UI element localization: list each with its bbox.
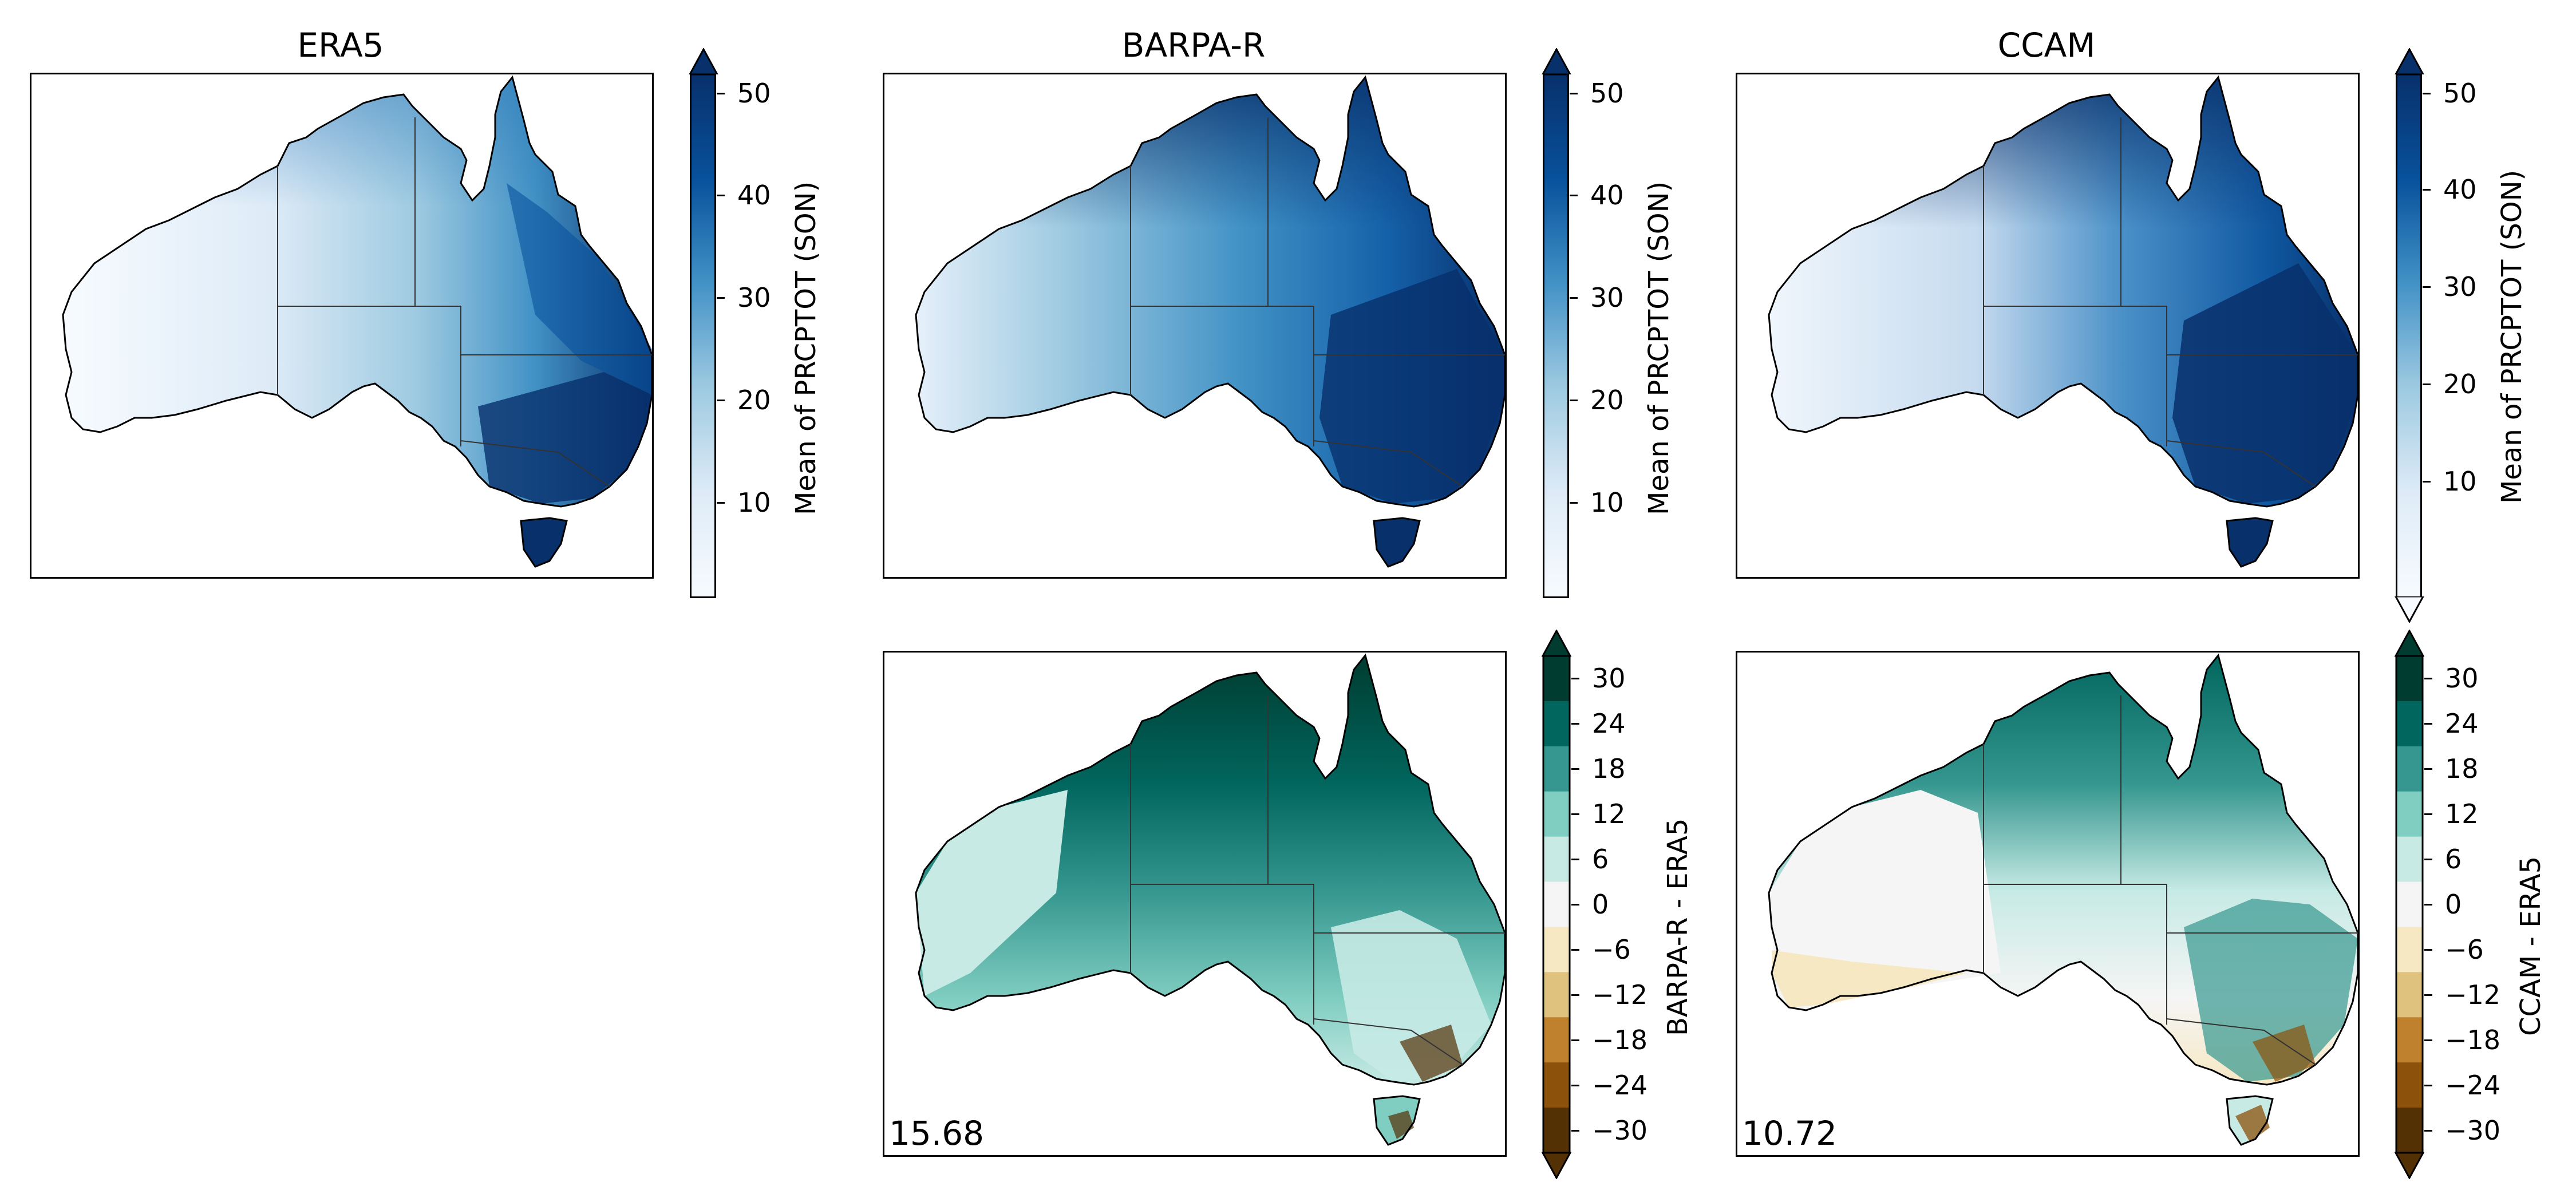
colorbar-label: BARPA-R - ERA5 [1662, 818, 1694, 1036]
colorbar-extend-max [1542, 48, 1571, 74]
colorbar-ccam-diff: 30 24 18 12 6 0 −6 −12 −18 −24 −30 CCAM - ERA5 [2395, 630, 2576, 1179]
tick: −18 [1571, 1024, 1648, 1055]
map-barpa-minus-era5: 15.68 [883, 651, 1507, 1157]
tick: −18 [2424, 1024, 2501, 1055]
tick: 30 [1571, 663, 1626, 694]
colorbar-segment [1543, 1108, 1570, 1153]
colorbar-bar [690, 74, 716, 598]
tick: 40 [2423, 174, 2477, 205]
tick: 0 [1571, 889, 1609, 920]
colorbar-segment [2396, 746, 2423, 792]
tick: −24 [1571, 1069, 1648, 1101]
colorbar-segment [2396, 1108, 2423, 1153]
tick: −6 [1571, 934, 1631, 965]
tick: −24 [2424, 1069, 2501, 1101]
colorbar-segment [2396, 927, 2423, 972]
colorbar-segment [1543, 1062, 1570, 1108]
map-barpa [883, 73, 1507, 579]
tick: 12 [2424, 798, 2479, 830]
tick: 6 [2424, 844, 2462, 875]
tick: −12 [2424, 979, 2501, 1010]
tick: 18 [1571, 753, 1626, 785]
tick: 24 [1571, 708, 1626, 740]
tick: 20 [2423, 369, 2477, 400]
tick: −6 [2424, 934, 2484, 965]
tick: 10 [717, 487, 771, 518]
tick: 10 [1570, 487, 1624, 518]
colorbar-extend-max [1542, 630, 1571, 657]
tick: 30 [2423, 271, 2477, 302]
tick: 50 [1570, 78, 1624, 109]
colorbar-segment [2396, 972, 2423, 1018]
tick: 20 [1570, 385, 1624, 416]
colorbar-segment [1543, 656, 1570, 702]
colorbar-extend-max [689, 48, 718, 74]
tick: −30 [2424, 1114, 2501, 1146]
tick: 50 [2423, 78, 2477, 109]
tick: 30 [2424, 663, 2479, 694]
colorbar-bar [1543, 74, 1569, 598]
colorbar-segment [1543, 972, 1570, 1018]
tick: 6 [1571, 844, 1609, 875]
colorbar-segment [2396, 701, 2423, 747]
tick: 10 [2423, 466, 2477, 497]
panel-title-barpa: BARPA-R [1121, 26, 1266, 65]
colorbar-segment [2396, 881, 2423, 927]
colorbar-barpa-diff: 30 24 18 12 6 0 −6 −12 −18 −24 −30 BARPA-R - ERA5 [1542, 630, 1771, 1179]
tick: 18 [2424, 753, 2479, 785]
colorbar-label: Mean of PRCPTOT (SON) [790, 181, 822, 515]
colorbar-bar [2395, 630, 2424, 1179]
colorbar-segment [1543, 1017, 1570, 1063]
map-ccam [1736, 73, 2360, 579]
tick: 30 [717, 282, 771, 313]
score-barpa: 15.68 [889, 1114, 985, 1153]
colorbar-bar [2396, 74, 2422, 598]
tick: 0 [2424, 889, 2462, 920]
australia-map-era5 [62, 76, 652, 568]
colorbar-bar [1542, 630, 1571, 1179]
colorbar-segment [1543, 836, 1570, 883]
australia-diff-map-barpa [915, 654, 1505, 1146]
colorbar-label: Mean of PRCPTOT (SON) [2496, 169, 2528, 504]
colorbar-segment [1543, 701, 1570, 747]
map-ccam-minus-era5: 10.72 [1736, 651, 2360, 1157]
colorbar-segment [1543, 881, 1570, 927]
colorbar-label: Mean of PRCPTOT (SON) [1643, 181, 1675, 515]
tick: 50 [717, 78, 771, 109]
colorbar-extend-min [2395, 1152, 2424, 1179]
australia-diff-map-ccam [1768, 654, 2358, 1146]
australia-map-barpa [915, 76, 1505, 568]
tick: 30 [1570, 282, 1624, 313]
tick: 24 [2424, 708, 2479, 740]
colorbar-segment [1543, 791, 1570, 837]
tick: 12 [1571, 798, 1626, 830]
score-ccam: 10.72 [1742, 1114, 1838, 1153]
map-era5 [30, 73, 654, 579]
colorbar-extend-min [1542, 1152, 1571, 1179]
panel-title-ccam: CCAM [1997, 26, 2096, 65]
tick: 40 [717, 180, 771, 211]
colorbar-segment [1543, 927, 1570, 972]
colorbar-extend-min [2395, 596, 2424, 623]
colorbar-extend-max [2395, 630, 2424, 657]
colorbar-segment [1543, 746, 1570, 792]
tick: −12 [1571, 979, 1648, 1010]
colorbar-segment [2396, 1017, 2423, 1063]
tick: 20 [717, 385, 771, 416]
colorbar-segment [2396, 656, 2423, 702]
colorbar-segment [2396, 791, 2423, 837]
colorbar-extend-max [2395, 48, 2424, 74]
tick: −30 [1571, 1114, 1648, 1146]
colorbar-label: CCAM - ERA5 [2515, 856, 2547, 1036]
colorbar-segment [2396, 1062, 2423, 1108]
colorbar-segment [2396, 836, 2423, 883]
australia-map-ccam [1768, 76, 2358, 568]
panel-title-era5: ERA5 [297, 26, 384, 65]
tick: 40 [1570, 180, 1624, 211]
